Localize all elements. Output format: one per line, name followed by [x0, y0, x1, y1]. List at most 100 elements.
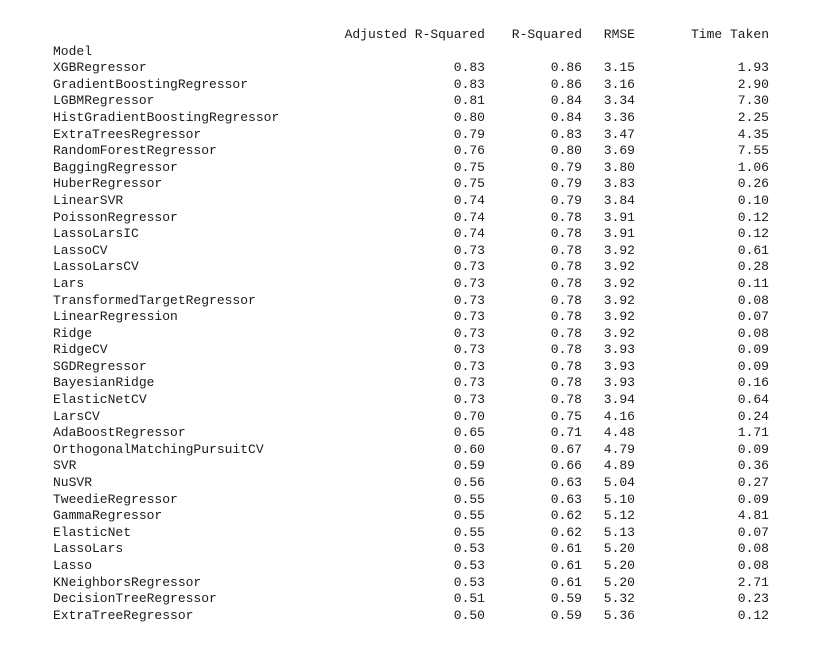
- rmse-cell: 3.15: [603, 60, 635, 76]
- adjusted-r-squared-cell: 0.74: [453, 226, 485, 242]
- r-squared-cell: 0.61: [550, 574, 582, 590]
- r-squared-cell: 0.75: [550, 408, 582, 424]
- rmse-cell: 5.04: [603, 475, 635, 491]
- rmse-cell: 3.93: [603, 375, 635, 391]
- rmse-cell: 3.92: [603, 325, 635, 341]
- table-row: LassoLarsCV 0.73 0.78 3.92 0.28: [53, 259, 769, 276]
- table-row: LassoLars 0.53 0.61 5.20 0.08: [53, 541, 769, 558]
- adjusted-r-squared-cell: 0.74: [453, 192, 485, 208]
- adjusted-r-squared-cell: 0.73: [453, 242, 485, 258]
- table-row: SGDRegressor 0.73 0.78 3.93 0.09: [53, 359, 769, 376]
- rmse-cell: 3.94: [603, 392, 635, 408]
- adjusted-r-squared-cell: 0.73: [453, 275, 485, 291]
- rmse-cell: 5.36: [603, 607, 635, 623]
- rmse-cell: 3.80: [603, 159, 635, 175]
- time-taken-cell: 1.06: [737, 159, 769, 175]
- time-taken-cell: 0.09: [737, 491, 769, 507]
- table-row: Lasso 0.53 0.61 5.20 0.08: [53, 558, 769, 575]
- table-row: ExtraTreesRegressor 0.79 0.83 3.47 4.35: [53, 127, 769, 144]
- time-taken-cell: 2.90: [737, 76, 769, 92]
- adjusted-r-squared-cell: 0.53: [453, 558, 485, 573]
- model-name-cell: SGDRegressor: [53, 358, 147, 374]
- r-squared-cell: 0.62: [550, 524, 582, 540]
- model-name-cell: LarsCV: [53, 408, 100, 424]
- table-header: Adjusted R-Squared R-Squared RMSE Time T…: [53, 27, 769, 60]
- rmse-cell: 3.92: [603, 275, 635, 291]
- header-adjusted-r-squared: Adjusted R-Squared: [344, 27, 485, 42]
- adjusted-r-squared-cell: 0.73: [453, 392, 485, 408]
- model-name-cell: GradientBoostingRegressor: [53, 76, 249, 92]
- r-squared-cell: 0.67: [550, 441, 582, 457]
- table-body: XGBRegressor 0.83 0.86 3.15 1.93 GradientBoos…: [53, 60, 769, 624]
- model-name-cell: NuSVR: [53, 475, 93, 491]
- adjusted-r-squared-cell: 0.51: [453, 591, 485, 607]
- time-taken-cell: 0.11: [737, 275, 769, 291]
- header-blank: [53, 27, 323, 44]
- time-taken-cell: 0.09: [737, 342, 769, 358]
- model-name-cell: DecisionTreeRegressor: [53, 591, 217, 607]
- model-name-cell: HistGradientBoostingRegressor: [53, 109, 280, 125]
- time-taken-cell: 0.26: [737, 176, 769, 192]
- r-squared-cell: 0.78: [550, 292, 582, 308]
- adjusted-r-squared-cell: 0.73: [453, 325, 485, 341]
- time-taken-cell: 7.55: [737, 143, 769, 159]
- time-taken-cell: 0.27: [737, 475, 769, 491]
- rmse-cell: 5.10: [603, 491, 635, 507]
- table-row: LassoLarsIC 0.74 0.78 3.91 0.12: [53, 226, 769, 243]
- table-row: GammaRegressor 0.55 0.62 5.12 4.81: [53, 508, 769, 525]
- rmse-cell: 3.92: [603, 292, 635, 308]
- adjusted-r-squared-cell: 0.75: [453, 159, 485, 175]
- rmse-cell: 3.91: [603, 209, 635, 225]
- model-name-cell: Lasso: [53, 558, 93, 573]
- time-taken-cell: 0.08: [737, 292, 769, 308]
- r-squared-cell: 0.78: [550, 226, 582, 242]
- table-row: SVR 0.59 0.66 4.89 0.36: [53, 458, 769, 475]
- table-row: TweedieRegressor 0.55 0.63 5.10 0.09: [53, 492, 769, 509]
- model-name-cell: KNeighborsRegressor: [53, 574, 202, 590]
- table-row: BaggingRegressor 0.75 0.79 3.80 1.06: [53, 160, 769, 177]
- r-squared-cell: 0.86: [550, 76, 582, 92]
- r-squared-cell: 0.78: [550, 275, 582, 291]
- adjusted-r-squared-cell: 0.81: [453, 93, 485, 109]
- r-squared-cell: 0.66: [550, 458, 582, 474]
- rmse-cell: 3.34: [603, 93, 635, 109]
- index-row-blank: [635, 44, 769, 61]
- r-squared-cell: 0.83: [550, 126, 582, 142]
- rmse-cell: 4.16: [603, 408, 635, 424]
- model-name-cell: AdaBoostRegressor: [53, 425, 186, 441]
- rmse-cell: 5.13: [603, 524, 635, 540]
- time-taken-cell: 0.12: [737, 226, 769, 242]
- rmse-cell: 5.12: [603, 508, 635, 524]
- adjusted-r-squared-cell: 0.60: [453, 441, 485, 457]
- r-squared-cell: 0.78: [550, 325, 582, 341]
- index-row-blank: [323, 44, 485, 61]
- rmse-cell: 5.32: [603, 591, 635, 607]
- time-taken-cell: 0.28: [737, 259, 769, 275]
- r-squared-cell: 0.78: [550, 342, 582, 358]
- table-row: LinearSVR 0.74 0.79 3.84 0.10: [53, 193, 769, 210]
- rmse-cell: 3.83: [603, 176, 635, 192]
- model-name-cell: Ridge: [53, 325, 93, 341]
- rmse-cell: 3.93: [603, 342, 635, 358]
- rmse-cell: 3.92: [603, 242, 635, 258]
- r-squared-cell: 0.61: [550, 558, 582, 573]
- table-row: DecisionTreeRegressor 0.51 0.59 5.32 0.23: [53, 591, 769, 608]
- header-r-squared: R-Squared: [511, 27, 582, 42]
- r-squared-cell: 0.78: [550, 375, 582, 391]
- table-row: PoissonRegressor 0.74 0.78 3.91 0.12: [53, 210, 769, 227]
- r-squared-cell: 0.79: [550, 159, 582, 175]
- rmse-cell: 4.79: [603, 441, 635, 457]
- model-name-cell: PoissonRegressor: [53, 209, 178, 225]
- time-taken-cell: 0.36: [737, 458, 769, 474]
- adjusted-r-squared-cell: 0.55: [453, 524, 485, 540]
- r-squared-cell: 0.62: [550, 508, 582, 524]
- adjusted-r-squared-cell: 0.73: [453, 375, 485, 391]
- adjusted-r-squared-cell: 0.73: [453, 292, 485, 308]
- table-row: XGBRegressor 0.83 0.86 3.15 1.93: [53, 60, 769, 77]
- adjusted-r-squared-cell: 0.55: [453, 491, 485, 507]
- model-name-cell: ExtraTreesRegressor: [53, 126, 202, 142]
- time-taken-cell: 0.09: [737, 441, 769, 457]
- time-taken-cell: 0.23: [737, 591, 769, 607]
- adjusted-r-squared-cell: 0.83: [453, 76, 485, 92]
- table-row: ElasticNet 0.55 0.62 5.13 0.07: [53, 525, 769, 542]
